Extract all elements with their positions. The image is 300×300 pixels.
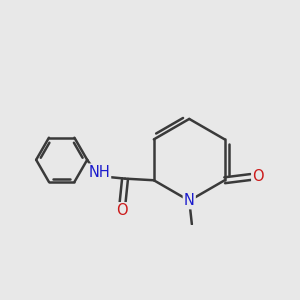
Text: N: N: [184, 193, 195, 208]
Text: O: O: [252, 169, 264, 184]
Text: NH: NH: [88, 165, 110, 180]
Text: O: O: [117, 203, 128, 218]
